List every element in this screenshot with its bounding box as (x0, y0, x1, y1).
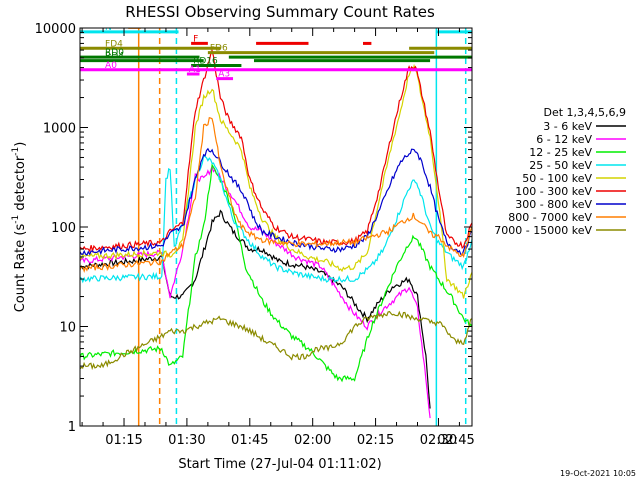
x-axis-label: Start Time (27-Jul-04 01:11:02) (178, 457, 381, 472)
legend-label-1: 6 - 12 keV (536, 133, 592, 146)
y-tick-label-3: 1000 (43, 122, 76, 137)
x-tick-label-5: 02:30 (420, 433, 457, 448)
legend-label-8: 7000 - 15000 keV (494, 224, 592, 237)
flag-label-7: RD16 (193, 56, 218, 66)
legend-title: Det 1,3,4,5,6,9 (543, 106, 626, 119)
y-tick-label-2: 100 (51, 221, 76, 236)
series-line-7 (80, 116, 472, 273)
flag-label-1: N (105, 23, 112, 33)
flag-label-9: A1 (189, 65, 201, 75)
footer-date: 19-Oct-2021 10:05 (560, 469, 636, 478)
flag-label-8: A0 (105, 61, 117, 71)
series-line-3 (80, 154, 472, 284)
x-tick-label-2: 01:45 (231, 433, 268, 448)
series-layer (80, 48, 472, 419)
y-tick-label-4: 10000 (35, 22, 76, 37)
state-flags: SNFFD4FD6RD0RD4RD16A0A1A3 (80, 23, 472, 81)
y-axis-label: Count Rate (s-1 detector-1) (11, 142, 28, 313)
time-markers (137, 28, 467, 426)
series-line-1 (80, 164, 431, 419)
x-tick-label-4: 02:15 (357, 433, 394, 448)
y-axis-label-main: Count Rate (s (13, 224, 28, 313)
legend-label-7: 800 - 7000 keV (508, 211, 592, 224)
flag-label-3: FD4 (105, 39, 123, 49)
legend-label-3: 25 - 50 keV (529, 159, 592, 172)
legend-label-6: 300 - 800 keV (515, 198, 592, 211)
legend-label-0: 3 - 6 keV (543, 120, 592, 133)
legend-label-2: 12 - 25 keV (529, 146, 592, 159)
x-tick-label-1: 01:30 (168, 433, 205, 448)
series-line-6 (80, 147, 472, 256)
y-tick-label-0: 1 (68, 420, 76, 435)
y-axis-label-sup1: -1 (11, 215, 21, 224)
series-line-8 (80, 310, 472, 371)
flag-label-4: FD6 (210, 44, 228, 54)
y-axis: 1 10 100 1000 10000 (35, 22, 472, 435)
y-axis-label-end: ) (13, 142, 28, 147)
x-tick-label-0: 01:15 (105, 433, 142, 448)
legend-label-4: 50 - 100 keV (522, 172, 592, 185)
flag-label-10: A3 (218, 70, 230, 80)
y-tick-label-1: 10 (59, 321, 76, 336)
x-tick-label-3: 02:00 (294, 433, 331, 448)
chart-title: RHESSI Observing Summary Count Rates (125, 3, 435, 21)
y-axis-label-sup2: -1 (11, 147, 21, 156)
flag-label-6: RD4 (105, 52, 124, 62)
x-tick-label-6: 02:45 (437, 433, 474, 448)
y-axis-label-mid: detector (13, 155, 28, 215)
flag-label-5: RD0 (105, 48, 124, 58)
legend-label-5: 100 - 300 keV (515, 185, 592, 198)
flag-label-2: F (193, 34, 198, 44)
series-line-2 (80, 163, 472, 383)
